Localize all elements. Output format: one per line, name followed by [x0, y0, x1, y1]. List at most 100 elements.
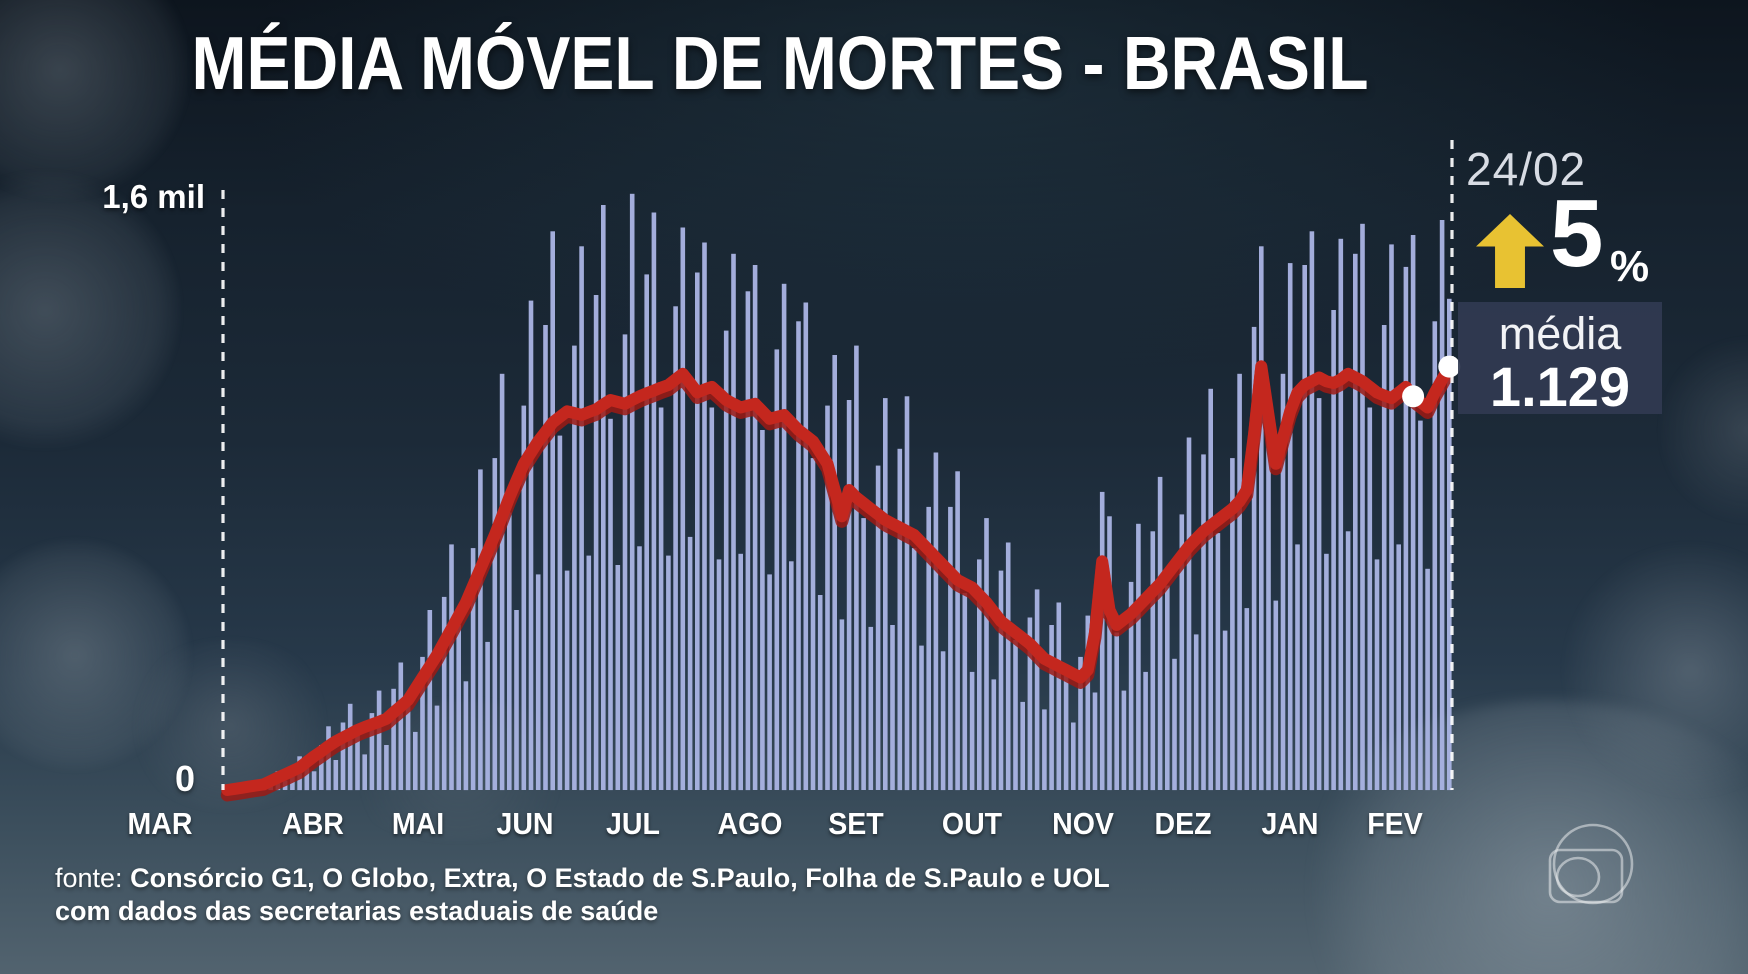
source-prefix: fonte: — [55, 863, 123, 893]
daily-bar — [658, 407, 664, 790]
trend-annotation: 5 % — [1476, 186, 1736, 296]
daily-bar — [319, 745, 324, 790]
daily-bar — [774, 349, 780, 790]
daily-bar — [1049, 625, 1054, 790]
daily-bar — [846, 400, 852, 790]
daily-bar — [904, 396, 910, 791]
daily-bar — [854, 345, 859, 790]
daily-bar — [1389, 244, 1394, 790]
daily-bar — [1295, 544, 1300, 790]
daily-bar — [514, 610, 519, 790]
daily-bars-group — [225, 193, 1452, 791]
daily-bar — [695, 272, 700, 790]
daily-bar — [1316, 398, 1322, 790]
daily-bar — [1056, 602, 1062, 790]
daily-bar — [868, 626, 874, 790]
daily-bar — [615, 565, 621, 790]
daily-bar — [666, 555, 671, 790]
daily-bar — [1418, 420, 1423, 790]
daily-bar — [1360, 223, 1365, 791]
month-label: JUN — [496, 806, 554, 841]
daily-bar — [449, 544, 454, 790]
daily-bar — [984, 518, 989, 790]
daily-bar — [1063, 675, 1069, 790]
daily-bar — [803, 302, 809, 790]
daily-bar — [673, 306, 678, 791]
globo-logo-icon — [1548, 823, 1634, 905]
source-line-2: com dados das secretarias estaduais de s… — [55, 896, 659, 926]
month-label: AGO — [717, 806, 783, 841]
x-axis-month-labels: MAR ABR MAI JUN JUL AGO SET OUT NOV DEZ … — [0, 806, 1748, 846]
month-label: JAN — [1261, 806, 1319, 841]
month-label: ABR — [282, 806, 344, 841]
daily-bar — [796, 321, 801, 791]
daily-bar — [333, 760, 339, 790]
daily-bar — [362, 754, 367, 790]
daily-bar — [1222, 630, 1228, 790]
daily-bar — [1165, 585, 1170, 790]
daily-bar — [911, 548, 917, 790]
daily-bar — [1324, 553, 1329, 791]
daily-bar — [861, 518, 866, 790]
daily-bar — [1172, 658, 1177, 791]
daily-bar — [622, 334, 628, 790]
trend-percent-value: 5 — [1550, 180, 1604, 287]
daily-bar — [311, 771, 317, 791]
daily-bar — [1396, 544, 1401, 790]
daily-bar — [441, 596, 447, 790]
daily-bar — [478, 469, 483, 790]
daily-bar — [716, 559, 722, 790]
daily-bar — [1114, 632, 1119, 790]
daily-bar — [1367, 407, 1373, 790]
daily-bar — [1193, 634, 1199, 790]
daily-bar — [810, 458, 816, 790]
daily-bar — [1280, 373, 1286, 791]
daily-bar — [1331, 310, 1336, 790]
daily-bar — [470, 548, 476, 790]
daily-bar — [767, 574, 772, 790]
daily-bar — [304, 763, 310, 791]
daily-bar — [1425, 568, 1430, 791]
daily-bar — [680, 227, 686, 790]
y-axis-max-label: 1,6 mil — [102, 178, 205, 215]
daily-bar — [1128, 581, 1134, 790]
moving-average-line — [221, 360, 1456, 796]
daily-bar — [948, 506, 953, 790]
daily-bar — [738, 553, 743, 791]
daily-bar — [369, 713, 375, 790]
daily-bar — [629, 193, 635, 791]
daily-bar — [1266, 433, 1271, 791]
daily-bar — [817, 595, 823, 790]
daily-bar — [1143, 671, 1148, 790]
daily-bar — [1374, 559, 1380, 790]
daily-bar — [1013, 640, 1018, 790]
daily-bar — [1251, 326, 1257, 790]
daily-bar — [1273, 600, 1279, 790]
daily-bar — [1439, 220, 1445, 790]
daily-bar — [1121, 690, 1127, 790]
daily-bar — [434, 705, 440, 790]
daily-bar — [890, 625, 895, 790]
daily-bar — [550, 231, 555, 791]
daily-bar — [825, 405, 830, 790]
daily-bar — [962, 593, 968, 790]
moving-average-callout: média 1.129 — [1458, 302, 1662, 418]
month-label: DEZ — [1154, 806, 1212, 841]
daily-bar — [413, 731, 418, 790]
daily-bar — [1432, 321, 1438, 791]
month-label: FEV — [1367, 806, 1423, 841]
moving-average-marker-dot — [1402, 385, 1425, 408]
daily-bar — [926, 506, 931, 790]
daily-bar — [998, 570, 1004, 790]
daily-bar — [1150, 531, 1156, 791]
daily-bar — [687, 536, 693, 790]
daily-bar — [1309, 231, 1315, 791]
daily-bar — [1381, 325, 1387, 790]
daily-bar — [1092, 692, 1098, 790]
month-label: SET — [828, 806, 884, 841]
daily-bar — [521, 405, 527, 790]
daily-bar — [405, 703, 411, 791]
daily-bar — [376, 690, 382, 790]
month-label: JUL — [606, 806, 660, 841]
